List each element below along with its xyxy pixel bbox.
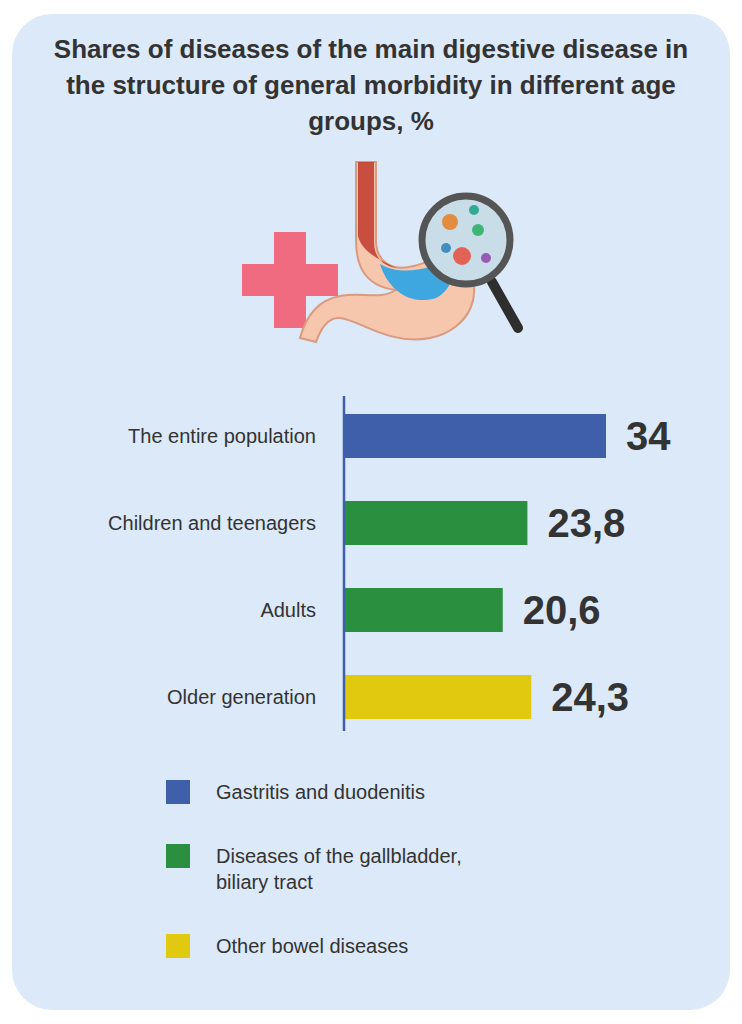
chart-title: Shares of diseases of the main digestive… (54, 34, 688, 136)
chart-root: Shares of diseases of the main digestive… (0, 0, 742, 1024)
legend-swatch (166, 934, 190, 958)
stomach (300, 162, 474, 342)
data-label: 34 (626, 414, 671, 458)
category-label: Children and teenagers (108, 512, 316, 534)
card-background (12, 14, 730, 1010)
category-label: The entire population (128, 425, 316, 447)
magnifier-handle (492, 282, 518, 328)
text-line: the structure of general morbidity in di… (66, 70, 676, 100)
text-line: Shares of diseases of the main digestive… (54, 34, 688, 64)
page-background (0, 0, 742, 1024)
bar (344, 501, 527, 545)
microbe (442, 214, 458, 230)
stomach-illustration (242, 162, 518, 342)
legend-label: Other bowel diseases (216, 935, 408, 957)
text-line: Diseases of the gallbladder, (216, 845, 462, 867)
legend: Gastritis and duodenitis Diseases of the … (166, 780, 462, 958)
data-label: 24,3 (551, 675, 629, 719)
text-line: groups, % (308, 106, 434, 136)
legend-label: Diseases of the gallbladder, biliary trac… (216, 845, 462, 893)
category-label: Older generation (167, 686, 316, 708)
data-label: 20,6 (523, 588, 601, 632)
microbe (472, 224, 484, 236)
bar (344, 675, 531, 719)
esophagus (358, 162, 396, 268)
legend-label: Gastritis and duodenitis (216, 781, 425, 803)
bar (344, 588, 503, 632)
data-labels: 3423,8 20,6 24,3 (523, 414, 672, 719)
text-line: Gastritis and duodenitis (216, 781, 425, 803)
microbe (441, 243, 451, 253)
legend-swatch (166, 780, 190, 804)
microbe (469, 205, 479, 215)
text-line: Other bowel diseases (216, 935, 408, 957)
category-axis (343, 396, 346, 731)
legend-swatch (166, 844, 190, 868)
bar (344, 414, 606, 458)
data-label: 23,8 (547, 501, 625, 545)
category-label: Adults (260, 599, 316, 621)
bars (344, 414, 606, 719)
text-line: biliary tract (216, 871, 313, 893)
microbe (453, 247, 471, 265)
magnifier-lens (422, 196, 510, 284)
microbe (481, 253, 491, 263)
